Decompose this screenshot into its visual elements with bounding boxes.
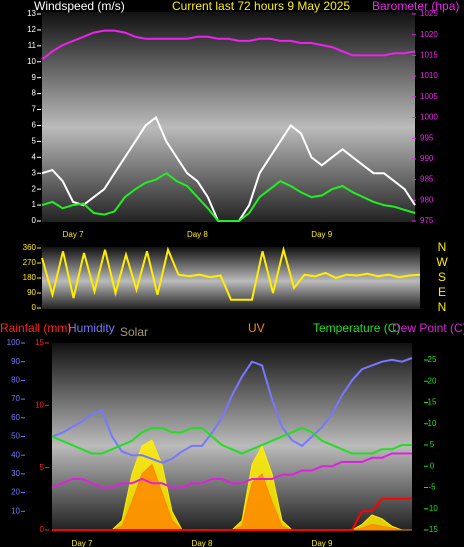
- y-tick-label: 20: [11, 488, 20, 497]
- y2-tick-label: 20: [428, 376, 437, 385]
- line: [41, 245, 421, 301]
- humidity-label: Humidity: [68, 321, 115, 335]
- temp-label: Temperature (C): [313, 321, 400, 335]
- y-tick-label: 12: [27, 25, 36, 34]
- y-tick-label: 4: [32, 152, 37, 161]
- y-tick-label: 7: [32, 105, 37, 114]
- y3-tick-label: 10: [35, 400, 44, 409]
- y-tick-label: 80: [11, 376, 20, 385]
- line: [41, 171, 416, 222]
- y2-tick-label: 15: [428, 398, 437, 407]
- day-label: Day 8: [192, 539, 213, 547]
- line: [52, 497, 412, 531]
- day-label: Day 7: [72, 539, 93, 547]
- y-tick-label: 270: [23, 258, 37, 267]
- y-tick-label: 13: [27, 9, 36, 18]
- compass-label: N: [438, 240, 447, 254]
- y-tick-label: 0: [32, 216, 37, 225]
- day-label: Day 9: [312, 539, 333, 547]
- y2-tick-label: 25: [428, 355, 437, 364]
- y2-tick-label: 1020: [420, 30, 438, 39]
- line: [51, 426, 412, 455]
- uv-label: UV: [248, 321, 265, 335]
- y-tick-label: 6: [32, 121, 37, 130]
- y-tick-label: 0: [32, 303, 37, 312]
- y2-tick-label: 1010: [420, 71, 438, 80]
- compass-label: N: [438, 300, 447, 314]
- compass-label: W: [436, 255, 448, 269]
- wind-label: Windspeed (m/s): [34, 0, 125, 13]
- y-tick-label: 360: [23, 243, 37, 252]
- y3-tick-label: 0: [40, 525, 45, 534]
- y2-tick-label: -5: [428, 483, 436, 492]
- line: [41, 29, 416, 61]
- y2-tick-label: 1000: [420, 113, 438, 122]
- rain-label: Rainfall (mm): [0, 321, 71, 335]
- dew-label: Dew Point (C): [392, 321, 464, 335]
- y-tick-label: 9: [32, 73, 37, 82]
- line: [51, 452, 412, 489]
- y-tick-label: 3: [32, 168, 37, 177]
- y-tick-label: 90: [27, 288, 36, 297]
- y2-tick-label: 990: [420, 154, 434, 163]
- y2-tick-label: 1025: [420, 9, 438, 18]
- compass-label: S: [438, 270, 446, 284]
- y-tick-label: 180: [23, 273, 37, 282]
- line: [51, 357, 413, 464]
- panel-climate: [52, 343, 412, 530]
- title: Current last 72 hours 9 May 2025: [172, 0, 350, 13]
- y-tick-label: 1: [32, 200, 37, 209]
- y2-tick-label: -10: [426, 504, 438, 513]
- y-tick-label: 8: [32, 89, 37, 98]
- y2-tick-label: 995: [420, 133, 434, 142]
- y3-tick-label: 5: [40, 463, 45, 472]
- y-tick-label: 90: [11, 357, 20, 366]
- y-tick-label: 2: [32, 184, 37, 193]
- day-label: Day 7: [63, 230, 84, 239]
- y-tick-label: 5: [32, 136, 37, 145]
- y-tick-label: 10: [27, 57, 36, 66]
- y-tick-label: 40: [11, 450, 20, 459]
- y-tick-label: 70: [11, 394, 20, 403]
- panel-wind: [42, 12, 415, 222]
- day-label: Day 9: [311, 230, 332, 239]
- day-label: Day 8: [187, 230, 208, 239]
- compass-label: E: [438, 285, 446, 299]
- y2-tick-label: 975: [420, 216, 434, 225]
- y2-tick-label: 980: [420, 195, 434, 204]
- baro-label: Barometer (hpa): [372, 0, 459, 13]
- y-tick-label: 60: [11, 413, 20, 422]
- y-tick-label: 50: [11, 432, 20, 441]
- y2-tick-label: 5: [430, 440, 435, 449]
- y2-tick-label: 1015: [420, 51, 438, 60]
- y2-tick-label: 985: [420, 175, 434, 184]
- y2-tick-label: 10: [428, 419, 437, 428]
- y-tick-label: 30: [11, 469, 20, 478]
- y-tick-label: 10: [11, 506, 20, 515]
- y3-tick-label: 15: [35, 338, 44, 347]
- y2-tick-label: 1005: [420, 92, 438, 101]
- solar-label: Solar: [120, 325, 148, 339]
- y2-tick-label: -15: [426, 525, 438, 534]
- y2-tick-label: 0: [430, 461, 435, 470]
- y-tick-label: 100: [7, 338, 21, 347]
- y-tick-label: 11: [28, 41, 37, 50]
